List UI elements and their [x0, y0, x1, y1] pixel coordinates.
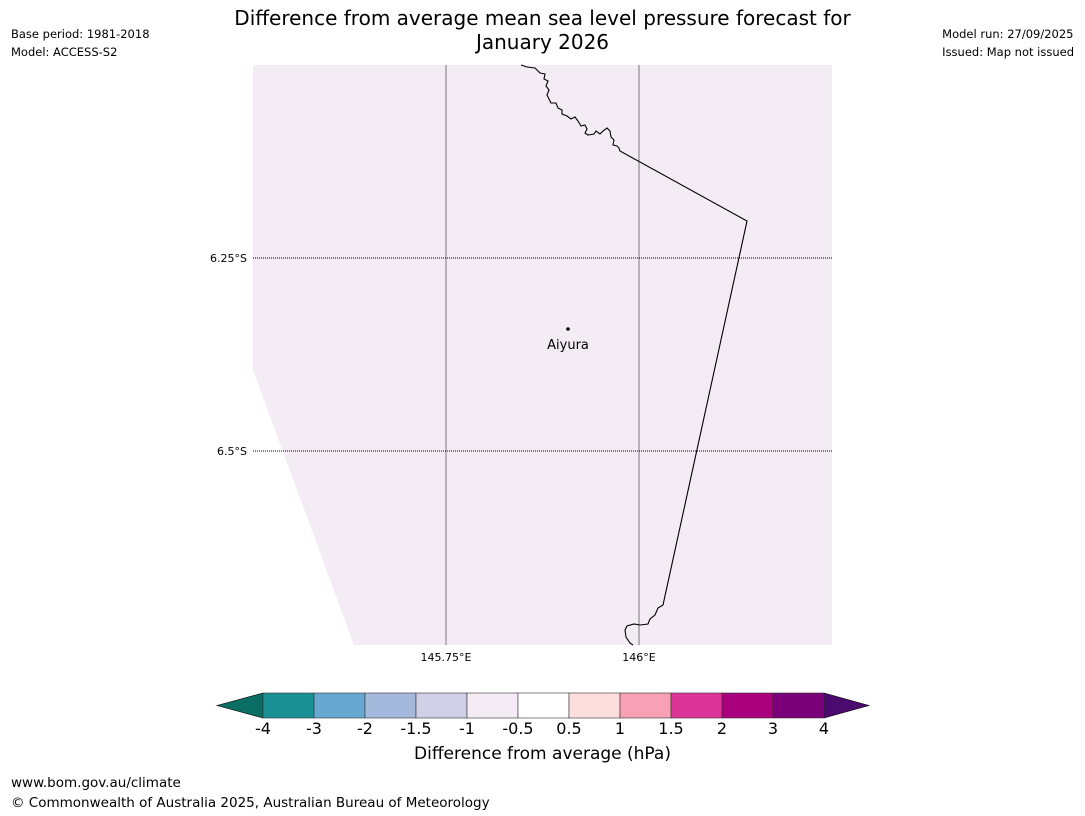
colorbar-segment [619, 692, 672, 719]
colorbar-tick-label: 1 [615, 719, 625, 738]
aiyura-marker [566, 327, 570, 331]
map-title: Difference from average mean sea level p… [180, 6, 905, 54]
meta-right: Model run: 27/09/2025 Issued: Map not is… [942, 25, 1074, 61]
colorbar-segment [313, 692, 366, 719]
colorbar-segment [517, 692, 570, 719]
colorbar-segment [568, 692, 621, 719]
lat-label-6-25: 6.25°S [210, 252, 247, 265]
meta-left: Base period: 1981-2018 Model: ACCESS-S2 [11, 25, 150, 61]
colorbar-under-arrow [215, 692, 264, 719]
colorbar-tick-label: -2 [357, 719, 373, 738]
colorbar-tick-label: 3 [768, 719, 778, 738]
colorbar-over-arrow [823, 692, 871, 719]
colorbar-segment [415, 692, 468, 719]
colorbar-tick-label: 0.5 [556, 719, 581, 738]
colorbar-tick-label: 2 [717, 719, 727, 738]
issued-status: Issued: Map not issued [942, 45, 1074, 59]
colorbar-segment [364, 692, 417, 719]
lat-label-6-5: 6.5°S [217, 445, 247, 458]
colorbar-tick-label: 4 [819, 719, 829, 738]
model-name: Model: ACCESS-S2 [11, 45, 118, 59]
colorbar-segment [466, 692, 519, 719]
colorbar-tick-label: -1 [459, 719, 475, 738]
colorbar-segment [262, 692, 315, 719]
lon-label-146: 146°E [622, 651, 655, 664]
colorbar-label: Difference from average (hPa) [414, 744, 671, 764]
footer-url: www.bom.gov.au/climate [11, 775, 181, 791]
pressure-anomaly-fill [253, 65, 832, 645]
province-boundary [520, 64, 748, 646]
colorbar-tick-label: 1.5 [658, 719, 683, 738]
title-line-1: Difference from average mean sea level p… [234, 6, 851, 30]
colorbar: -4 -3 -2 -1.5 -1 -0.5 0.5 1 1.5 2 3 4 [215, 692, 871, 738]
lon-label-145-75: 145.75°E [421, 651, 472, 664]
model-run: Model run: 27/09/2025 [942, 27, 1074, 41]
title-line-2: January 2026 [475, 30, 610, 54]
base-period: Base period: 1981-2018 [11, 27, 150, 41]
colorbar-segment [772, 692, 825, 719]
footer-copyright: © Commonwealth of Australia 2025, Austra… [11, 795, 490, 811]
colorbar-tick-label: -3 [306, 719, 322, 738]
aiyura-label: Aiyura [547, 338, 589, 353]
colorbar-tick-label: -1.5 [400, 719, 431, 738]
colorbar-segment [670, 692, 723, 719]
colorbar-tick-label: -4 [255, 719, 271, 738]
colorbar-tick-label: -0.5 [502, 719, 533, 738]
colorbar-segment [721, 692, 774, 719]
